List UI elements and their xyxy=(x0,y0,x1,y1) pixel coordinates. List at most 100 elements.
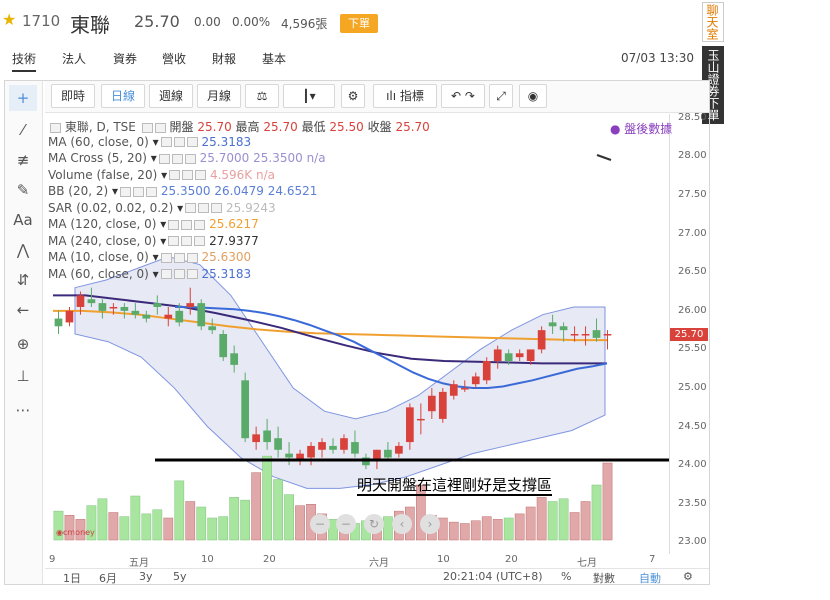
zoom-out-icon[interactable]: − xyxy=(310,514,330,534)
percent-toggle[interactable]: % xyxy=(561,570,572,583)
close-icon[interactable] xyxy=(194,236,206,246)
order-button[interactable]: 下單 xyxy=(340,14,378,33)
visibility-icon[interactable] xyxy=(185,203,197,213)
range-1d[interactable]: 1日 xyxy=(63,572,81,585)
ruler-icon[interactable]: ⊥ xyxy=(16,367,30,385)
monthly-button[interactable]: 月線 xyxy=(197,84,241,108)
candle-body xyxy=(471,376,480,385)
axis-settings-icon[interactable]: ⚙ xyxy=(683,570,693,583)
camera-icon[interactable]: ◉ xyxy=(519,84,547,108)
tab-financials[interactable]: 財報 xyxy=(212,52,237,66)
volume-bar xyxy=(53,510,64,541)
close-value: 25.70 xyxy=(395,120,430,134)
close-icon[interactable] xyxy=(194,219,206,230)
pattern-tool-icon[interactable]: ⋀ xyxy=(16,241,30,259)
settings-icon[interactable] xyxy=(171,153,183,164)
crosshair-icon[interactable]: + xyxy=(9,85,37,111)
visibility-icon[interactable] xyxy=(169,170,181,180)
volume-bar xyxy=(207,517,218,541)
collapse-icon[interactable] xyxy=(50,122,61,133)
log-toggle[interactable]: 對數 xyxy=(593,572,615,585)
volume-bar xyxy=(470,520,481,541)
open-value: 25.70 xyxy=(197,120,232,134)
volume-bar xyxy=(174,480,185,541)
tab-revenue[interactable]: 營收 xyxy=(162,52,187,66)
y-tick: 28.50 xyxy=(678,111,707,123)
info-tabs: 技術 法人 資券 營收 財報 基本 07/03 13:30 xyxy=(0,46,700,72)
y-tick: 26.50 xyxy=(678,266,707,278)
chart-type-icon[interactable]: ┃▾ xyxy=(283,84,335,108)
tab-institutional[interactable]: 法人 xyxy=(62,52,87,66)
after-hours-link[interactable]: ● 盤後數據 xyxy=(610,122,673,136)
close-icon[interactable] xyxy=(184,153,196,164)
settings-icon[interactable] xyxy=(173,137,185,147)
close-icon[interactable] xyxy=(186,252,198,263)
visibility-icon[interactable] xyxy=(141,122,153,133)
range-5y[interactable]: 5y xyxy=(173,570,187,583)
volume-bar xyxy=(185,501,196,541)
brush-icon[interactable]: ✎ xyxy=(16,181,30,199)
settings-icon[interactable] xyxy=(173,269,185,279)
text-tool-icon[interactable]: Aa xyxy=(13,211,33,229)
scroll-right-icon[interactable]: › xyxy=(420,514,440,534)
visibility-icon[interactable] xyxy=(158,153,170,164)
zoom-minus-icon[interactable]: − xyxy=(336,514,356,534)
close-icon[interactable] xyxy=(146,186,158,197)
range-3y[interactable]: 3y xyxy=(139,570,153,583)
intraday-button[interactable]: 即時 xyxy=(51,84,95,108)
measure-tool-icon[interactable]: ⇵ xyxy=(16,271,30,289)
visibility-icon[interactable] xyxy=(160,137,172,147)
settings-icon[interactable]: ⚙ xyxy=(341,84,365,108)
settings-icon[interactable] xyxy=(173,252,185,263)
close-icon[interactable] xyxy=(211,203,223,213)
volume-bar xyxy=(240,499,251,541)
chart-widget: + ⁄ ≢ ✎ Aa ⋀ ⇵ ← ⊕ ⊥ ⋯ 即時 日線 週線 月線 ⚖ ┃▾ … xyxy=(4,80,710,585)
volume-bar xyxy=(284,494,294,541)
visibility-icon[interactable] xyxy=(168,219,180,230)
daily-button[interactable]: 日線 xyxy=(101,84,145,108)
zoom-in-icon[interactable]: ⊕ xyxy=(16,335,30,353)
clock-time: 20:21:04 (UTC+8) xyxy=(443,570,543,583)
close-icon[interactable] xyxy=(186,137,198,147)
close-icon[interactable] xyxy=(195,170,207,180)
settings-icon[interactable] xyxy=(133,186,145,197)
scroll-left-icon[interactable]: ‹ xyxy=(392,514,412,534)
reset-icon[interactable]: ↻ xyxy=(364,514,384,534)
close-icon[interactable] xyxy=(186,269,198,279)
arrow-left-icon[interactable]: ← xyxy=(16,301,30,319)
candle-body xyxy=(460,388,469,390)
fullscreen-icon[interactable]: ⤢ xyxy=(489,84,513,108)
visibility-icon[interactable] xyxy=(160,269,172,279)
volume-bar xyxy=(459,523,470,541)
tab-margin[interactable]: 資券 xyxy=(113,52,138,66)
range-6m[interactable]: 6月 xyxy=(99,572,117,585)
legend-row: SAR (0.02, 0.02, 0.2) ▾ 25.9243 xyxy=(48,200,276,215)
auto-toggle[interactable]: 自動 xyxy=(639,572,661,585)
visibility-icon[interactable] xyxy=(160,252,172,263)
stock-price: 25.70 xyxy=(134,12,180,31)
weekly-button[interactable]: 週線 xyxy=(149,84,193,108)
visibility-icon[interactable] xyxy=(120,186,132,197)
candle-body xyxy=(285,453,293,458)
stock-name: 東聯 xyxy=(70,13,110,37)
y-tick: 27.00 xyxy=(678,227,707,239)
visibility-icon[interactable] xyxy=(168,236,180,246)
more-icon[interactable]: ⋯ xyxy=(15,401,31,419)
candle-body xyxy=(427,395,436,412)
chat-room-button[interactable]: 聊天室 xyxy=(702,2,724,42)
settings-icon[interactable] xyxy=(198,203,210,213)
settings-icon[interactable] xyxy=(181,236,193,246)
undo-redo-icon[interactable]: ↶ ↷ xyxy=(441,84,485,108)
tab-technical[interactable]: 技術 xyxy=(12,50,37,72)
compare-icon[interactable]: ⚖ xyxy=(245,84,279,108)
settings-icon[interactable] xyxy=(154,122,166,133)
indicators-button[interactable]: ılı 指標 xyxy=(373,84,437,108)
legend-row: MA (240, close, 0) ▾ 27.9377 xyxy=(48,233,259,248)
trade-volume: 4,596張 xyxy=(281,17,328,31)
fib-tool-icon[interactable]: ≢ xyxy=(16,151,30,169)
settings-icon[interactable] xyxy=(182,170,194,180)
favorite-star-icon[interactable]: ★ xyxy=(2,10,17,29)
settings-icon[interactable] xyxy=(181,219,193,230)
trend-line-icon[interactable]: ⁄ xyxy=(21,121,25,139)
tab-basic[interactable]: 基本 xyxy=(262,52,287,66)
